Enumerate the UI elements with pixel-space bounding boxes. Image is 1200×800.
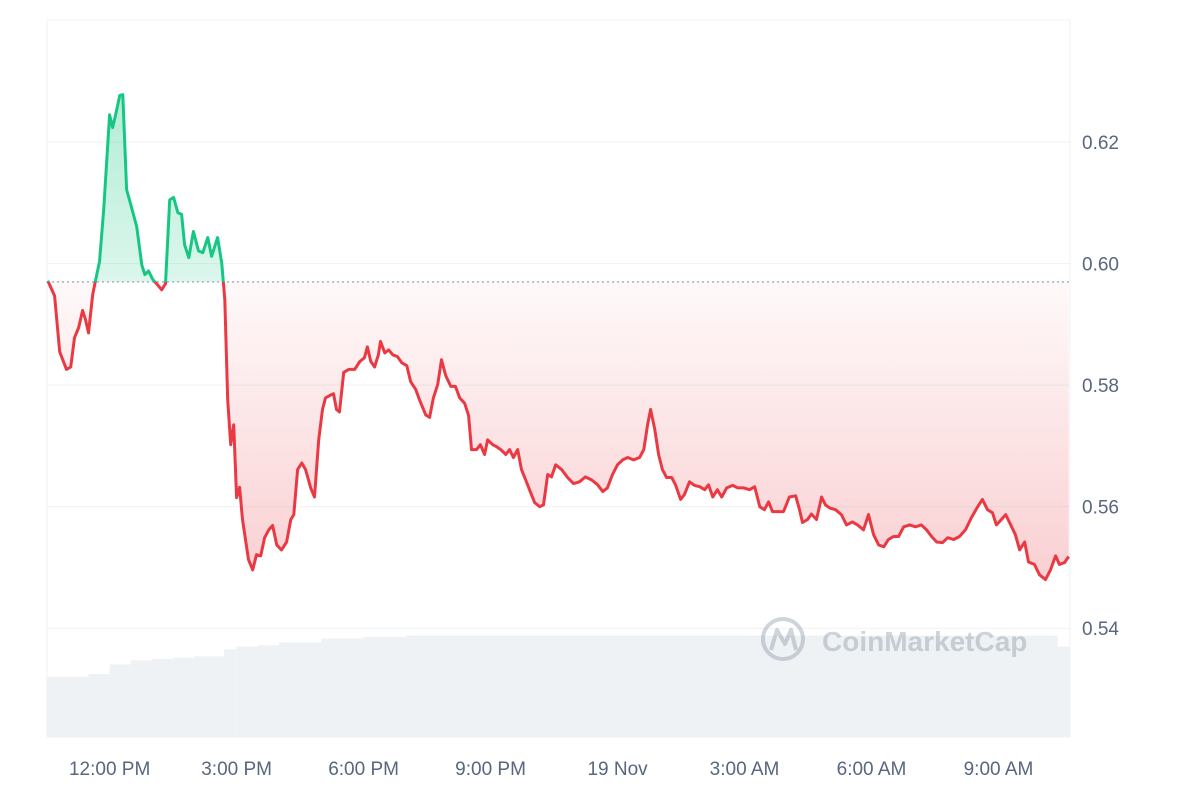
- area-fill: [47, 94, 1069, 580]
- x-tick-label: 3:00 AM: [710, 759, 780, 780]
- y-tick-label: 0.58: [1082, 376, 1119, 397]
- y-tick-label: 0.60: [1082, 255, 1119, 276]
- y-tick-label: 0.56: [1082, 498, 1119, 519]
- volume-bar: [236, 646, 258, 737]
- watermark-logo: [761, 617, 805, 661]
- y-tick-label: 0.62: [1082, 133, 1119, 154]
- volume-bar: [1057, 646, 1070, 737]
- volume-bar: [47, 676, 89, 737]
- volume-bar: [151, 658, 174, 737]
- volume-bar: [257, 645, 279, 737]
- x-tick-label: 6:00 PM: [328, 759, 399, 780]
- watermark-text: CoinMarketCap: [822, 626, 1027, 657]
- x-tick-label: 9:00 PM: [455, 759, 526, 780]
- volume-bar: [109, 664, 131, 737]
- volume-bar: [363, 636, 406, 737]
- x-tick-label: 12:00 PM: [69, 759, 150, 780]
- volume-bar: [278, 642, 322, 737]
- volume-bar: [173, 657, 195, 737]
- x-tick-label: 19 Nov: [587, 759, 648, 780]
- x-tick-label: 3:00 PM: [201, 759, 272, 780]
- volume-bar: [130, 660, 152, 737]
- x-tick-label: 6:00 AM: [837, 759, 907, 780]
- watermark: CoinMarketCap: [761, 617, 1027, 661]
- volume-bar: [88, 673, 110, 737]
- watermark-logo-mark: [769, 628, 798, 651]
- volume-bar: [405, 635, 1058, 737]
- volume-bar: [194, 656, 224, 737]
- volume-bar: [223, 649, 237, 737]
- volume-bar: [321, 638, 364, 737]
- y-tick-label: 0.54: [1082, 619, 1119, 640]
- x-tick-label: 9:00 AM: [964, 759, 1034, 780]
- price-line: [46, 93, 1070, 582]
